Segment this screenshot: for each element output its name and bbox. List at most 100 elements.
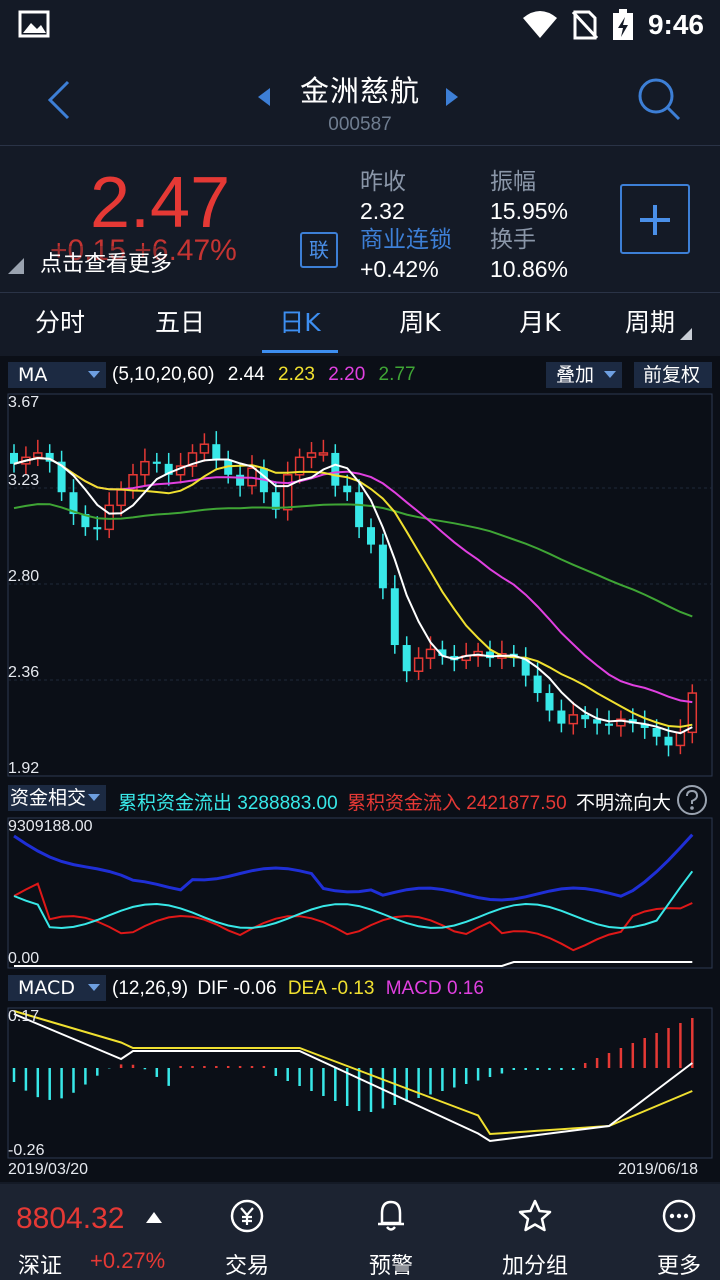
dropdown-arrow-icon xyxy=(88,794,100,801)
dropdown-arrow-icon xyxy=(88,984,100,991)
back-arrow-icon[interactable] xyxy=(40,78,80,122)
outflow-value: 3288883.00 xyxy=(237,793,338,814)
ma-indicator-button[interactable]: MA xyxy=(8,362,106,388)
amplitude: 振幅 15.95% xyxy=(490,162,568,225)
inflow-value: 2421877.50 xyxy=(466,793,567,814)
adjust-button[interactable]: 前复权 xyxy=(634,362,712,388)
add-watchlist-button[interactable] xyxy=(620,184,690,254)
tab-weekly-k[interactable]: 周K xyxy=(399,308,441,337)
macd-axis-bottom: -0.26 xyxy=(8,1142,45,1159)
dropdown-arrow-icon xyxy=(604,371,616,378)
top-navigation: 金洲慈航 000587 xyxy=(0,50,720,145)
turnover: 换手 10.86% xyxy=(490,220,568,283)
sector-label[interactable]: 商业连锁 xyxy=(360,227,452,253)
nav-more-label: 更多 xyxy=(656,1254,701,1279)
help-icon[interactable] xyxy=(676,784,708,816)
ma-params: (5,10,20,60) xyxy=(112,364,215,385)
prev-close: 昨收 2.32 xyxy=(360,162,406,225)
header-divider xyxy=(0,145,720,146)
tab-daily-k[interactable]: 日K xyxy=(279,308,321,337)
nav-trade-label: 交易 xyxy=(224,1254,269,1279)
unknown-flow-label: 不明流向大 xyxy=(575,793,671,814)
battery-charging-icon xyxy=(612,9,633,40)
link-badge[interactable]: 联 xyxy=(300,232,338,268)
tab-monthly-k[interactable]: 月K xyxy=(519,308,561,337)
nav-alert[interactable]: 预警 xyxy=(346,1184,436,1280)
tab-intraday[interactable]: 分时 xyxy=(34,308,85,337)
period-dropdown-icon xyxy=(680,328,692,340)
dif-label: DIF xyxy=(197,978,228,999)
view-more-tip[interactable]: 点击查看更多 xyxy=(40,246,173,278)
index-name[interactable]: 深证 xyxy=(18,1254,63,1279)
chart-panel: MA (5,10,20,60) 2.44 2.23 2.20 2.77 叠加 前… xyxy=(0,356,720,1182)
macd-button-label: MACD xyxy=(18,977,75,999)
quote-panel[interactable]: 2.47 +0.15 +6.47% 点击查看更多 联 昨收 2.32 振幅 15… xyxy=(0,146,720,292)
overlay-button-label: 叠加 xyxy=(556,364,595,386)
stock-name: 金洲慈航 xyxy=(299,74,420,108)
amplitude-value: 15.95% xyxy=(490,198,569,224)
next-stock-arrow-icon[interactable] xyxy=(446,88,458,106)
macd-chart[interactable] xyxy=(0,1006,720,1160)
ma5-value: 2.44 xyxy=(227,364,265,385)
more-icon xyxy=(662,1199,696,1233)
ma-values: (5,10,20,60) 2.44 2.23 2.20 2.77 xyxy=(112,364,416,386)
price-axis-bottom: 1.92 xyxy=(8,760,40,777)
price-axis-1: 3.23 xyxy=(8,472,40,489)
bell-icon xyxy=(378,1200,404,1231)
nav-add-group-label: 加分组 xyxy=(501,1254,568,1279)
stock-code: 000587 xyxy=(328,114,392,135)
macd-label: MACD xyxy=(385,978,442,999)
price-change: +0.15 +6.47% xyxy=(50,234,237,267)
date-start: 2019/03/20 xyxy=(8,1161,89,1178)
expand-corner-icon xyxy=(8,258,24,274)
quote-divider xyxy=(0,292,720,293)
no-sim-icon xyxy=(571,10,598,40)
fund-flow-indicator-button[interactable]: 资金相交 xyxy=(8,785,106,811)
nav-trade[interactable]: 交易 xyxy=(202,1184,292,1280)
dea-label: DEA xyxy=(287,978,326,999)
search-icon[interactable] xyxy=(636,76,682,122)
ma10-value: 2.23 xyxy=(278,364,315,385)
clock: 9:46 xyxy=(647,9,704,40)
gallery-icon xyxy=(18,10,50,38)
star-icon xyxy=(518,1199,552,1232)
tab-five-day[interactable]: 五日 xyxy=(154,308,205,337)
turnover-label: 换手 xyxy=(490,227,536,253)
trade-icon xyxy=(230,1199,264,1233)
fund-flow-chart[interactable] xyxy=(0,816,720,970)
chart-period-tabs: 分时 五日 日K 周K 月K 周期 xyxy=(0,294,720,354)
sector[interactable]: 商业连锁 +0.42% xyxy=(360,220,452,283)
active-tab-indicator xyxy=(262,350,338,353)
amplitude-label: 振幅 xyxy=(490,169,536,195)
macd-value: 0.16 xyxy=(446,978,484,999)
fund-axis-top: 9309188.00 xyxy=(8,818,93,835)
nav-add-group[interactable]: 加分组 xyxy=(490,1184,580,1280)
price-axis-2: 2.80 xyxy=(8,568,40,585)
prev-close-value: 2.32 xyxy=(360,198,405,224)
index-value[interactable]: 8804.32 xyxy=(16,1202,125,1235)
nav-more[interactable]: 更多 xyxy=(634,1184,720,1280)
overlay-button[interactable]: 叠加 xyxy=(546,362,622,388)
macd-values: (12,26,9) DIF -0.06 DEA -0.13 MACD 0.16 xyxy=(112,978,484,1000)
wifi-icon xyxy=(522,11,557,38)
macd-indicator-button[interactable]: MACD xyxy=(8,975,106,1001)
tab-period[interactable]: 周期 xyxy=(624,308,675,337)
ma60-value: 2.77 xyxy=(378,364,416,385)
sector-value: +0.42% xyxy=(360,256,439,282)
price-axis-3: 2.36 xyxy=(8,664,40,681)
fund-flow-values: 累积资金流出 3288883.00 累积资金流入 2421877.50 不明流向… xyxy=(118,788,671,815)
previous-stock-arrow-icon[interactable] xyxy=(258,88,270,106)
index-up-arrow-icon xyxy=(146,1212,162,1223)
dropdown-arrow-icon xyxy=(88,371,100,378)
stock-title-block: 金洲慈航 000587 xyxy=(0,68,720,136)
nav-alert-label: 预警 xyxy=(368,1254,413,1279)
dif-value: -0.06 xyxy=(233,978,277,999)
turnover-value: 10.86% xyxy=(490,256,569,282)
ma-button-label: MA xyxy=(18,364,48,386)
inflow-label: 累积资金流入 xyxy=(346,793,461,814)
candlestick-chart[interactable] xyxy=(0,392,720,778)
price-axis-top: 3.67 xyxy=(8,394,40,411)
prev-close-label: 昨收 xyxy=(360,169,406,195)
index-change: +0.27% xyxy=(90,1248,166,1273)
